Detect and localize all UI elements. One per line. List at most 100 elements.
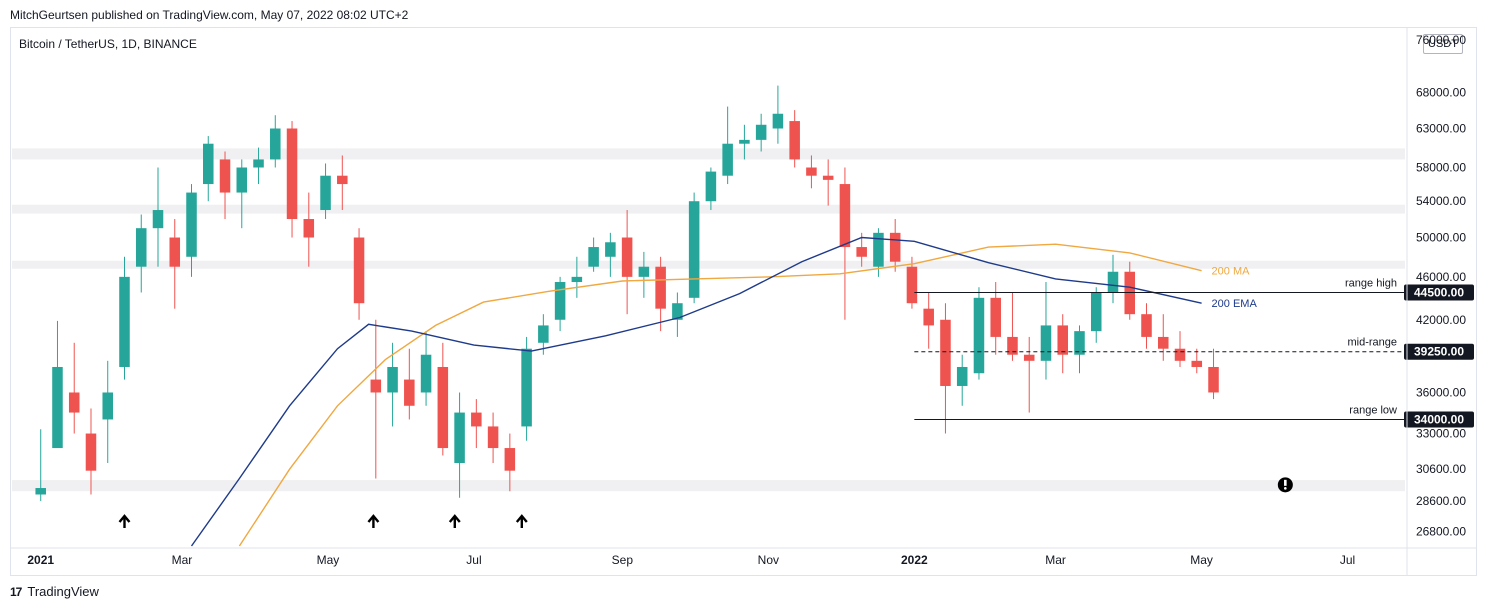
candle-body	[621, 237, 633, 277]
footer: 17 TradingView	[10, 584, 99, 599]
candle-32	[571, 256, 583, 298]
candle-11	[219, 151, 231, 220]
range-high-price-tag	[1404, 284, 1474, 301]
zone-3	[12, 480, 1405, 492]
candle-41	[722, 106, 733, 185]
candle-42	[739, 124, 750, 160]
candle-67	[1157, 314, 1169, 361]
candle-body	[487, 426, 499, 449]
price-tick-label: 28600.00	[1416, 494, 1466, 508]
candle-body	[588, 247, 599, 267]
candle-body	[1090, 292, 1102, 332]
candle-34	[605, 232, 616, 277]
candle-36	[638, 251, 650, 298]
candle-body	[722, 143, 733, 176]
currency-badge[interactable]: USDT	[1423, 34, 1463, 54]
candle-3	[85, 408, 97, 495]
candle-28	[504, 433, 516, 492]
time-tick-label: 2021	[27, 553, 54, 567]
time-tick-label: Mar	[1045, 553, 1066, 567]
candle-body	[303, 219, 315, 238]
candle-12	[236, 159, 248, 229]
price-tick-label: 46000.00	[1416, 270, 1466, 284]
candle-body	[755, 124, 767, 140]
candle-body	[370, 379, 382, 393]
candle-body	[1174, 348, 1186, 361]
candle-body	[52, 366, 63, 449]
candle-body	[219, 159, 231, 193]
candle-body	[437, 366, 449, 449]
candle-53	[923, 292, 934, 349]
candle-body	[152, 210, 164, 229]
candle-body	[990, 297, 1001, 337]
candle-body	[253, 159, 264, 168]
candle-57	[990, 282, 1001, 355]
candle-52	[906, 256, 918, 309]
levels-layer: range high 44500.00 mid-range 39250.00 range…	[914, 277, 1474, 428]
price-tick-label: 58000.00	[1416, 161, 1466, 175]
candle-body	[873, 232, 884, 267]
candle-body	[420, 354, 432, 393]
candle-body	[806, 167, 817, 176]
candle-45	[789, 110, 800, 168]
candle-body	[387, 366, 398, 393]
candle-body	[404, 379, 415, 406]
price-tick-label: 26800.00	[1416, 525, 1466, 539]
exclamation-bar	[1284, 479, 1287, 486]
price-tick-label: 68000.00	[1416, 85, 1466, 99]
candle-31	[554, 276, 566, 332]
candle-body	[940, 319, 951, 386]
candle-35	[621, 210, 633, 315]
candle-38	[672, 292, 683, 337]
candle-7	[152, 167, 164, 267]
candle-body	[169, 237, 181, 267]
candle-18	[337, 155, 348, 211]
candle-68	[1174, 331, 1186, 367]
markers-layer	[118, 477, 1293, 528]
candle-22	[404, 348, 415, 420]
candle-54	[940, 303, 951, 434]
candle-body	[119, 276, 130, 367]
candle-21	[387, 342, 398, 427]
candle-body	[688, 201, 700, 298]
candle-39	[688, 192, 700, 304]
candle-25	[454, 392, 465, 498]
candle-4	[102, 360, 114, 464]
arrow-up-icon-3	[515, 514, 528, 528]
candle-20	[370, 319, 382, 479]
candle-body	[672, 303, 683, 320]
candle-10	[202, 136, 214, 202]
candle-26	[471, 399, 482, 449]
candle-5	[119, 256, 130, 380]
candle-40	[705, 167, 717, 211]
price-tick-label: 42000.00	[1416, 313, 1466, 327]
candle-body	[102, 392, 114, 420]
time-tick-label: Mar	[172, 553, 193, 567]
candle-body	[1157, 336, 1169, 349]
candle-body	[286, 128, 298, 220]
candle-63	[1090, 287, 1102, 343]
candle-body	[973, 297, 985, 374]
candle-body	[906, 266, 918, 304]
candle-23	[420, 331, 432, 406]
candle-37	[655, 256, 666, 332]
time-tick-label: Jul	[466, 553, 481, 567]
moving-averages-layer: 200 MA 200 EMA	[190, 236, 1257, 547]
candle-body	[705, 171, 717, 202]
candle-70	[1208, 348, 1219, 400]
candle-15	[286, 121, 298, 238]
candle-body	[605, 242, 616, 257]
200-ema-line	[190, 236, 1202, 547]
candle-body	[822, 175, 834, 180]
symbol-title[interactable]: Bitcoin / TetherUS, 1D, BINANCE	[19, 37, 197, 51]
candle-body	[1040, 325, 1052, 361]
candle-61	[1057, 314, 1068, 374]
range-low-price-tag	[1404, 411, 1474, 428]
candle-body	[353, 237, 365, 304]
candle-body	[35, 488, 46, 495]
candle-59	[1023, 336, 1035, 413]
candles-layer	[35, 85, 1219, 502]
arrow-up-icon-0	[118, 514, 131, 528]
candle-6	[135, 214, 147, 293]
